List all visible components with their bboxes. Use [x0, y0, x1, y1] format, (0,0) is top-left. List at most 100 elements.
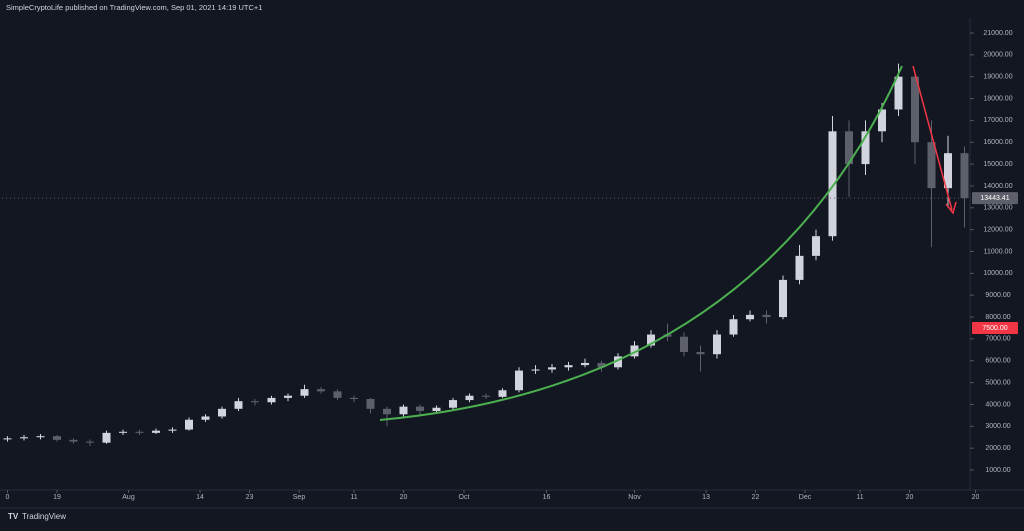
candle-body [795, 255, 804, 280]
y-tick-label: 16000.00 [983, 139, 1012, 146]
x-tick-label: 19 [53, 494, 61, 501]
candle-body [548, 367, 556, 370]
x-tick-label: Aug [122, 494, 135, 501]
x-tick-label: 20 [906, 494, 914, 501]
candle-body [86, 441, 94, 443]
candle-body [482, 395, 490, 397]
x-tick-label: 0 [6, 494, 10, 501]
arrow-line [912, 65, 953, 211]
candle-body [713, 334, 721, 355]
candle-body [564, 365, 573, 368]
y-tick-label: 12000.00 [983, 226, 1012, 233]
candle-body [630, 345, 639, 357]
candle-body [168, 429, 177, 431]
arrow-head [945, 201, 957, 215]
x-tick-label: 23 [246, 494, 254, 501]
candle-body [861, 131, 870, 165]
x-tick-label: Sep [293, 494, 306, 501]
plot-area [3, 63, 969, 446]
x-tick-label: 11 [856, 494, 863, 501]
candle-body [927, 142, 936, 189]
candle-body [746, 314, 754, 320]
candle-body [36, 436, 45, 438]
attribution: SimpleCryptoLife published on TradingVie… [6, 3, 262, 12]
candle-body [812, 236, 820, 256]
candle-body [597, 362, 606, 368]
y-tick-label: 18000.00 [983, 95, 1012, 102]
logo-mark: TV [8, 512, 19, 521]
candle-body [581, 362, 589, 366]
candle-body [135, 431, 144, 433]
candle-body [152, 430, 160, 433]
candle-body [878, 109, 886, 132]
candle-body [300, 389, 309, 396]
candle-body [680, 336, 688, 353]
x-tick-label: 14 [196, 494, 204, 501]
candle-body [960, 153, 969, 199]
last-price-label: 13443.41 [980, 195, 1009, 202]
candle-body [944, 153, 952, 189]
x-tick-label: Oct [459, 494, 470, 501]
y-tick-label: 10000.00 [983, 270, 1012, 277]
candle-body [696, 352, 705, 355]
y-tick-label: 1000.00 [985, 467, 1010, 474]
candle-body [251, 401, 259, 403]
y-tick-label: 17000.00 [983, 117, 1012, 124]
y-tick-label: 3000.00 [985, 423, 1010, 430]
y-tick-label: 19000.00 [983, 74, 1012, 81]
x-tick-label: 22 [752, 494, 760, 501]
trend-curve [379, 65, 903, 421]
x-tick-label: 11 [350, 494, 357, 501]
y-tick-label: 11000.00 [984, 248, 1013, 255]
candle-body [416, 406, 424, 412]
candle-body [515, 370, 523, 391]
candle-body [185, 419, 193, 430]
x-tick-label: 16 [543, 494, 551, 501]
brand: TradingView [22, 512, 66, 521]
candle-body [498, 390, 507, 397]
candle-body [729, 319, 738, 335]
candle-body [102, 432, 111, 443]
x-tick-label: 13 [702, 494, 710, 501]
alert-price-label: 7500.00 [982, 325, 1007, 332]
candle-body [284, 395, 292, 398]
alert-price-box [972, 321, 1018, 334]
candle-body [399, 406, 408, 415]
candle-body [317, 389, 325, 392]
candle-body [69, 439, 78, 442]
x-tick-label: Nov [628, 494, 641, 501]
y-tick-label: 9000.00 [985, 292, 1010, 299]
candle-body [647, 334, 655, 346]
y-tick-label: 6000.00 [985, 358, 1010, 365]
candle-body [366, 398, 375, 409]
y-tick-label: 15000.00 [983, 161, 1012, 168]
candle-body [828, 131, 837, 237]
candle-body [911, 76, 919, 143]
candle-body [119, 431, 127, 433]
candle-body [845, 131, 853, 165]
candle-body [234, 401, 243, 409]
y-tick-label: 14000.00 [983, 183, 1012, 190]
candle-body [333, 391, 342, 398]
candle-body [201, 416, 210, 420]
x-tick-label: 20 [972, 494, 980, 501]
candle-body [3, 438, 12, 440]
candle-body [894, 76, 903, 110]
x-tick-label: Dec [799, 494, 812, 501]
y-tick-label: 21000.00 [983, 30, 1012, 37]
y-tick-label: 20000.00 [983, 52, 1012, 59]
x-tick-label: 20 [400, 494, 408, 501]
candle-body [383, 408, 391, 415]
candle-body [20, 437, 28, 439]
candle-body [53, 436, 61, 440]
candle-body [432, 407, 441, 412]
candle-body [218, 408, 226, 417]
candle-body [762, 314, 771, 318]
last-price-box [972, 192, 1018, 205]
candle-body [531, 369, 540, 371]
y-tick-label: 2000.00 [985, 445, 1010, 452]
y-tick-label: 8000.00 [985, 314, 1010, 321]
candle-body [614, 356, 622, 368]
candle-body [779, 279, 787, 318]
